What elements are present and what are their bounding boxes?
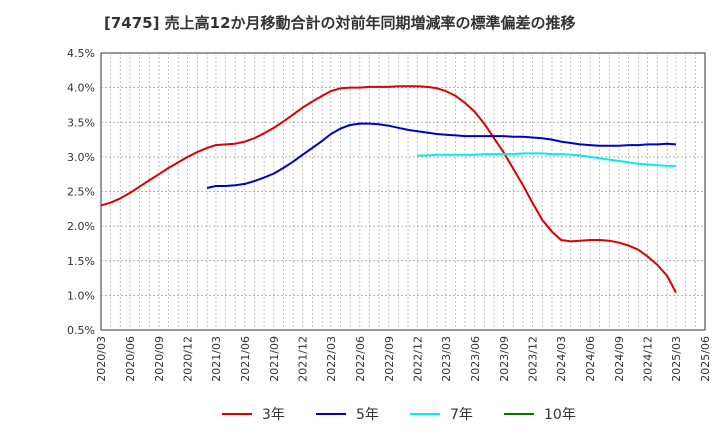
- x-tick-label: 2020/03: [95, 336, 108, 382]
- x-tick-label: 2023/12: [526, 336, 539, 382]
- x-tick-label: 2025/03: [670, 336, 683, 382]
- series-line-3: [417, 152, 676, 167]
- series-line-2: [206, 122, 677, 189]
- x-tick-label: 2024/09: [613, 336, 626, 382]
- legend-label: 10年: [544, 407, 576, 423]
- y-tick-label: 2.0%: [67, 220, 95, 233]
- chart-title: [7475] 売上高12か月移動合計の対前年同期増減率の標準偏差の推移: [104, 14, 576, 32]
- y-tick-label: 4.5%: [67, 47, 95, 60]
- x-tick-label: 2023/06: [469, 336, 482, 382]
- x-tick-label: 2021/06: [239, 336, 252, 382]
- legend-label: 5年: [356, 407, 379, 423]
- y-tick-label: 2.5%: [67, 186, 95, 199]
- y-tick-label: 3.0%: [67, 151, 95, 164]
- x-tick-label: 2023/03: [440, 336, 453, 382]
- series-line-1: [100, 85, 677, 294]
- x-tick-label: 2024/03: [555, 336, 568, 382]
- y-tick-label: 4.0%: [67, 82, 95, 95]
- x-tick-label: 2020/06: [124, 336, 137, 382]
- legend-label: 3年: [262, 407, 285, 423]
- y-tick-label: 1.5%: [67, 255, 95, 268]
- x-tick-label: 2022/03: [325, 336, 338, 382]
- y-tick-label: 3.5%: [67, 116, 95, 129]
- x-tick-label: 2020/12: [182, 336, 195, 382]
- x-tick-label: 2021/03: [210, 336, 223, 382]
- x-tick-label: 2021/12: [297, 336, 310, 382]
- x-tick-label: 2024/12: [642, 336, 655, 382]
- x-tick-label: 2024/06: [584, 336, 597, 382]
- y-tick-label: 1.0%: [67, 289, 95, 302]
- x-tick-label: 2020/09: [153, 336, 166, 382]
- x-tick-label: 2021/09: [268, 336, 281, 382]
- x-tick-label: 2023/09: [498, 336, 511, 382]
- legend-label: 7年: [450, 407, 473, 423]
- x-tick-label: 2022/06: [354, 336, 367, 382]
- x-tick-label: 2022/09: [383, 336, 396, 382]
- y-tick-label: 0.5%: [67, 324, 95, 337]
- x-tick-label: 2022/12: [411, 336, 424, 382]
- x-tick-label: 2025/06: [699, 336, 712, 382]
